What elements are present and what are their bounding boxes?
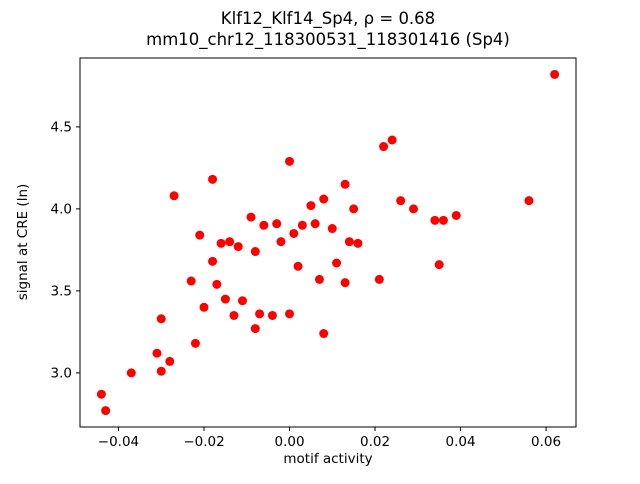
y-axis-label: signal at CRE (ln) [15,184,31,301]
data-point [101,406,111,416]
data-point [208,256,218,266]
data-point [379,142,389,152]
data-point [225,237,235,247]
y-axis-ticks: 3.0 3.5 4.0 4.5 [51,119,80,381]
data-point [246,212,256,222]
x-tick-label: 0.06 [531,434,561,450]
data-point [156,366,166,376]
data-point [327,224,337,234]
data-point [208,174,218,184]
data-point [199,302,209,312]
y-tick-label: 4.0 [51,201,72,217]
data-point [430,215,440,225]
x-tick-label: 0.00 [274,434,304,450]
data-point [297,220,307,230]
data-point [156,314,166,324]
data-point [285,309,295,319]
data-point [396,196,406,206]
data-point [165,356,175,366]
data-point [349,204,359,214]
data-point [259,220,269,230]
data-point [451,210,461,220]
x-axis-ticks: −0.04 −0.02 0.00 0.02 0.04 0.06 [98,427,561,450]
y-tick-label: 3.5 [51,283,72,299]
plot-frame [79,57,577,428]
x-tick-label: 0.04 [446,434,476,450]
data-point [186,276,196,286]
data-point [374,274,384,284]
chart-title-line1: Klf12_Klf14_Sp4, ρ = 0.68 [221,9,435,29]
x-axis-label: motif activity [283,451,372,467]
data-point [314,274,324,284]
data-point [250,324,260,334]
data-point [387,135,397,145]
x-tick-label: −0.04 [98,434,139,450]
data-point [340,179,350,189]
data-point [293,261,303,271]
data-point [96,389,106,399]
data-point [190,338,200,348]
data-point [340,278,350,288]
data-point [220,294,230,304]
data-point [272,219,282,229]
data-point [229,310,239,320]
data-point [310,219,320,229]
chart-title-line2: mm10_chr12_118300531_118301416 (Sp4) [146,30,510,50]
y-tick-label: 4.5 [51,119,72,135]
data-point [255,309,265,319]
data-points [96,69,560,416]
data-point [434,260,444,270]
data-point [152,348,162,358]
data-point [285,156,295,166]
data-point [353,238,363,248]
data-point [233,242,243,252]
data-point [409,204,419,214]
x-tick-label: 0.02 [360,434,390,450]
data-point [550,69,560,79]
data-point [267,310,277,320]
data-point [237,296,247,306]
data-point [212,279,222,289]
data-point [126,368,136,378]
data-point [319,329,329,339]
data-point [344,237,354,247]
data-point [216,238,226,248]
data-point [438,215,448,225]
data-point [332,258,342,268]
data-point [250,247,260,257]
x-tick-label: −0.02 [183,434,224,450]
data-point [319,194,329,204]
y-tick-label: 3.0 [51,365,72,381]
data-point [195,230,205,240]
data-point [306,201,316,211]
data-point [289,228,299,238]
data-point [276,237,286,247]
data-point [169,191,179,201]
data-point [524,196,534,206]
